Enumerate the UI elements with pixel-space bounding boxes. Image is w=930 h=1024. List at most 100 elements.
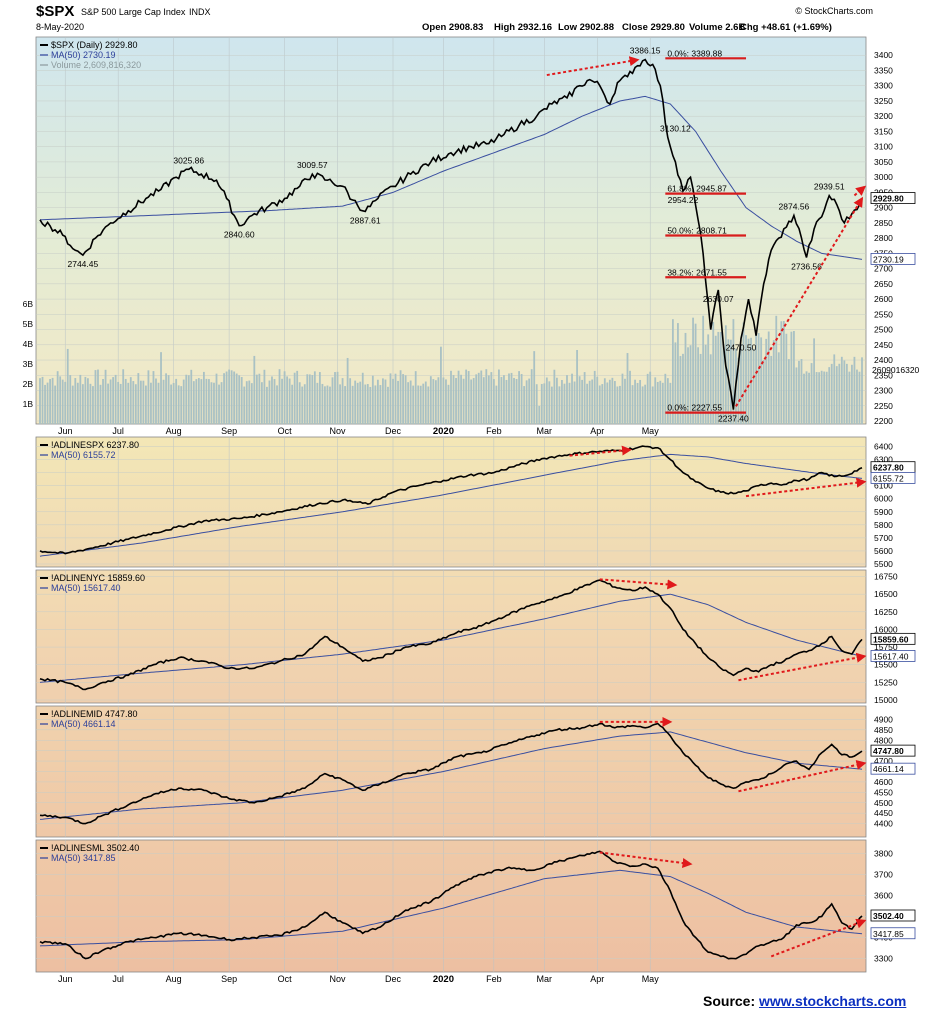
- volume-bar: [165, 373, 167, 424]
- last-value-label: 15859.60: [873, 634, 909, 644]
- volume-bar: [767, 331, 770, 424]
- volume-bar: [853, 356, 856, 424]
- volume-bar: [316, 382, 319, 424]
- volume-bar: [840, 356, 843, 424]
- source-link[interactable]: www.stockcharts.com: [759, 993, 907, 1009]
- volume-bar: [682, 353, 684, 424]
- price-line: [39, 58, 863, 410]
- volume-bar: [379, 385, 382, 424]
- volume-bar: [568, 382, 571, 424]
- y-tick-label: 2200: [874, 416, 893, 426]
- volume-bar: [197, 378, 200, 424]
- x-tick-label: Feb: [486, 426, 502, 436]
- y-tick-label: 4600: [874, 777, 893, 787]
- volume-bar: [66, 348, 69, 424]
- x-tick-label: Aug: [166, 974, 182, 984]
- y-tick-label: 2300: [874, 386, 893, 396]
- y-tick-label: 16750: [874, 572, 898, 582]
- volume-bar: [351, 385, 354, 424]
- trend-arrow: [599, 851, 693, 868]
- volume-bar: [177, 385, 180, 424]
- y-tick-label: 3400: [874, 50, 893, 60]
- volume-bar: [722, 342, 725, 424]
- y-tick-label: 4400: [874, 819, 893, 829]
- volume-bar: [94, 370, 97, 424]
- volume-bar: [286, 376, 289, 424]
- volume-bar: [498, 369, 500, 424]
- x-tick-label: Jul: [112, 426, 124, 436]
- y-tick-label: 6000: [874, 494, 893, 504]
- volume-bar: [329, 386, 331, 424]
- volume-bar: [245, 381, 248, 424]
- volume-bar: [404, 375, 407, 424]
- volume-bar: [387, 386, 389, 424]
- y-tick-label: 2250: [874, 401, 893, 411]
- x-tick-label: Jun: [58, 426, 73, 436]
- volume-bar: [803, 373, 805, 424]
- volume-bar: [59, 376, 62, 424]
- volume-bar: [740, 344, 742, 424]
- volume-bar: [679, 356, 682, 424]
- y-tick-label: 3600: [874, 891, 893, 901]
- volume-bar: [243, 386, 246, 424]
- price-annotation: 2954.22: [668, 195, 699, 205]
- high-value: High 2932.16: [494, 22, 552, 33]
- volume-bar: [205, 378, 208, 424]
- volume-bar: [344, 386, 346, 424]
- legend-label: MA(50) 15617.40: [51, 583, 121, 593]
- change-value: Chg +48.61 (+1.69%): [740, 22, 832, 33]
- last-value-box: [870, 192, 916, 204]
- ma-value-label: 15617.40: [873, 651, 909, 661]
- trend-arrow: [546, 56, 640, 77]
- volume-bar: [729, 339, 732, 424]
- volume-bar: [240, 377, 243, 424]
- trend-arrow: [853, 185, 867, 197]
- trend-arrow: [569, 445, 633, 457]
- y-tick-label: 2850: [874, 218, 893, 228]
- volume-bar: [253, 355, 256, 424]
- volume-bar: [651, 386, 654, 424]
- x-tick-label: Sep: [221, 974, 237, 984]
- volume-bar: [573, 381, 576, 424]
- volume-bar: [556, 377, 558, 424]
- x-tick-label: Mar: [537, 974, 553, 984]
- volume-bar: [654, 377, 657, 424]
- volume-bar: [460, 374, 462, 424]
- volume-bar: [566, 375, 568, 424]
- volume-bar: [364, 384, 367, 424]
- volume-bar: [182, 379, 185, 424]
- x-tick-label: Feb: [486, 974, 502, 984]
- volume-bar: [808, 372, 810, 424]
- volume-bar: [578, 376, 581, 424]
- y-tick-label: 2450: [874, 340, 893, 350]
- volume-bar: [535, 384, 538, 424]
- ma50-line: [39, 95, 863, 260]
- volume-bar: [586, 383, 589, 424]
- volume-bar: [538, 406, 541, 424]
- volume-bar: [450, 370, 452, 424]
- volume-bar: [732, 319, 735, 424]
- volume-bar: [656, 381, 659, 424]
- volume-bar: [56, 371, 59, 424]
- volume-bar: [704, 344, 707, 424]
- volume-bar: [359, 381, 362, 424]
- volume-bar: [160, 352, 162, 424]
- volume-bar: [462, 378, 465, 424]
- x-tick-label: Oct: [278, 426, 293, 436]
- volume-bar: [157, 382, 160, 424]
- trend-arrow: [738, 652, 867, 682]
- volume-bar: [152, 371, 155, 424]
- volume-bar: [369, 386, 372, 424]
- volume-bar: [823, 371, 826, 424]
- ma-value-label: 2730.19: [873, 254, 904, 264]
- legend-label: !ADLINEMID 4747.80: [51, 709, 138, 719]
- y-tick-label: 2650: [874, 279, 893, 289]
- volume-bar: [833, 354, 836, 424]
- y-tick-label: 3000: [874, 172, 893, 182]
- symbol: $SPX: [36, 3, 74, 20]
- volume-bar: [477, 372, 480, 424]
- volume-bar: [39, 378, 41, 424]
- volume-bar: [442, 377, 445, 424]
- volume-bar: [717, 331, 720, 424]
- volume-bar: [689, 345, 692, 424]
